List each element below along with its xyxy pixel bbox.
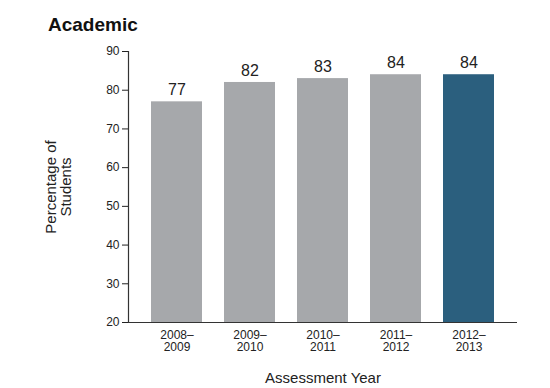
svg-text:20: 20	[106, 315, 120, 329]
svg-text:Assessment Year: Assessment Year	[265, 369, 381, 386]
svg-text:84: 84	[387, 54, 405, 71]
svg-text:80: 80	[106, 83, 120, 97]
svg-text:50: 50	[106, 199, 120, 213]
svg-text:84: 84	[460, 54, 478, 71]
svg-text:30: 30	[106, 277, 120, 291]
svg-text:2011–2012: 2011–2012	[380, 328, 413, 354]
svg-text:83: 83	[314, 58, 332, 75]
svg-text:40: 40	[106, 238, 120, 252]
svg-text:2008–2009: 2008–2009	[160, 328, 194, 354]
svg-text:2012–2013: 2012–2013	[452, 328, 486, 354]
html-text:Academic: Academic	[48, 14, 138, 35]
svg-text:77: 77	[168, 81, 186, 98]
svg-text:82: 82	[241, 62, 259, 79]
svg-text:70: 70	[106, 122, 120, 136]
svg-text:2010–2011: 2010–2011	[306, 328, 340, 354]
svg-text:2009–2010: 2009–2010	[233, 328, 267, 354]
svg-text:Percentage ofStudents: Percentage ofStudents	[42, 139, 74, 233]
svg-text:90: 90	[106, 44, 120, 58]
svg-text:60: 60	[106, 160, 120, 174]
